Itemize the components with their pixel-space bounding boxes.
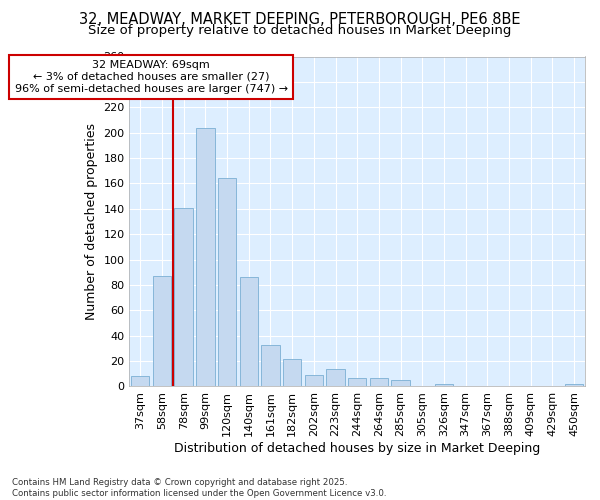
Text: Size of property relative to detached houses in Market Deeping: Size of property relative to detached ho… xyxy=(88,24,512,37)
Bar xyxy=(131,376,149,386)
Bar xyxy=(283,358,301,386)
Bar xyxy=(370,378,388,386)
Bar xyxy=(218,178,236,386)
Bar xyxy=(435,384,453,386)
Bar xyxy=(261,344,280,387)
X-axis label: Distribution of detached houses by size in Market Deeping: Distribution of detached houses by size … xyxy=(174,442,541,455)
Bar xyxy=(239,278,258,386)
Bar xyxy=(305,375,323,386)
Text: 32, MEADWAY, MARKET DEEPING, PETERBOROUGH, PE6 8BE: 32, MEADWAY, MARKET DEEPING, PETERBOROUG… xyxy=(79,12,521,28)
Y-axis label: Number of detached properties: Number of detached properties xyxy=(85,123,98,320)
Text: Contains HM Land Registry data © Crown copyright and database right 2025.
Contai: Contains HM Land Registry data © Crown c… xyxy=(12,478,386,498)
Bar xyxy=(348,378,367,386)
Bar xyxy=(391,380,410,386)
Bar xyxy=(153,276,171,386)
Bar xyxy=(196,128,215,386)
Bar xyxy=(175,208,193,386)
Bar xyxy=(326,368,345,386)
Text: 32 MEADWAY: 69sqm
← 3% of detached houses are smaller (27)
96% of semi-detached : 32 MEADWAY: 69sqm ← 3% of detached house… xyxy=(14,60,287,94)
Bar xyxy=(565,384,583,386)
